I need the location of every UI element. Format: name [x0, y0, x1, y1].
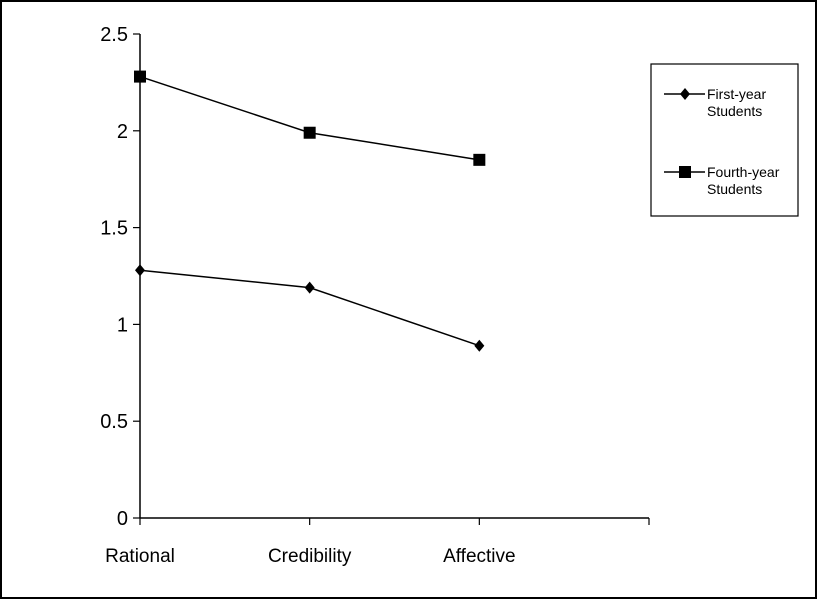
y-tick-label: 1.5 — [100, 218, 128, 240]
series-group — [134, 70, 486, 352]
legend-label: Students — [707, 103, 762, 119]
series-square — [134, 70, 486, 166]
data-point-diamond — [474, 339, 485, 352]
legend-box — [650, 63, 799, 217]
legend-label: Fourth-year — [707, 164, 780, 180]
legend-marker-diamond — [680, 88, 690, 100]
axis-ticks: 0 0.5 1 1.5 2 2.5 Rational Credibility Affective — [100, 24, 650, 567]
y-tick-label: 0.5 — [100, 411, 128, 433]
y-tick-label: 2 — [117, 121, 128, 143]
series-diamond — [135, 264, 485, 352]
x-tick-label: Affective — [443, 546, 516, 567]
legend-marker-square — [679, 166, 691, 178]
x-tick-label: Credibility — [268, 546, 352, 567]
y-tick-label: 1 — [117, 314, 128, 336]
x-tick-label: Rational — [105, 546, 175, 567]
legend-label: First-year — [707, 86, 766, 102]
legend-label: Students — [707, 181, 762, 197]
data-point-diamond — [135, 264, 145, 277]
data-point-square — [303, 126, 316, 139]
data-point-square — [134, 70, 146, 83]
y-tick-label: 2.5 — [100, 24, 128, 46]
y-tick-label: 0 — [117, 508, 128, 530]
data-point-diamond — [304, 281, 315, 294]
data-point-square — [473, 153, 486, 166]
